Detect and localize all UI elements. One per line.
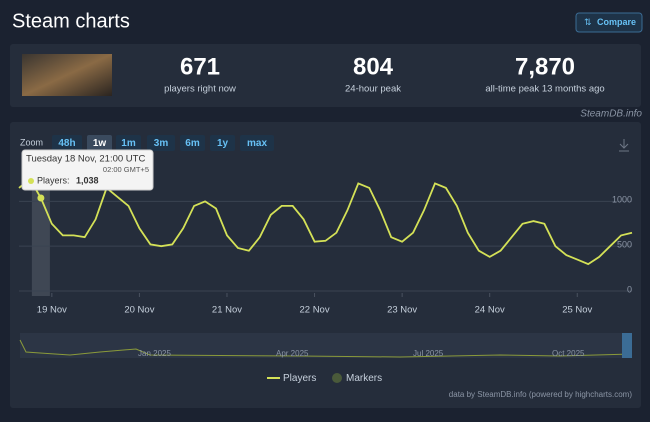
stat-label: 24-hour peak — [345, 84, 401, 95]
zoom-button[interactable] — [52, 135, 82, 151]
tooltip-label: Players: — [37, 175, 70, 185]
stat-value: 804 — [353, 53, 394, 80]
x-tick-label: 22 Nov — [299, 305, 329, 316]
zoom-button-label[interactable]: 1m — [121, 138, 136, 149]
tooltip-swatch — [28, 178, 34, 184]
stats-card — [10, 44, 641, 107]
y-tick-label: 1000 — [612, 195, 632, 205]
navigator-line — [19, 339, 633, 358]
game-image — [22, 54, 112, 96]
compare-button[interactable] — [575, 12, 643, 33]
navigator — [20, 333, 632, 358]
zoom-button[interactable] — [180, 135, 205, 151]
x-tick-label: 25 Nov — [562, 305, 592, 316]
zoom-button-label[interactable]: 1w — [93, 138, 107, 149]
zoom-button-label[interactable]: 3m — [154, 138, 169, 149]
stat-label: players right now — [164, 84, 236, 95]
zoom-button[interactable] — [116, 135, 141, 151]
line-series — [18, 177, 633, 266]
source-label: SteamDB.info — [580, 109, 642, 120]
zoom-button-label[interactable]: 6m — [185, 138, 200, 149]
tooltip-box — [21, 149, 154, 191]
zoom-button-label[interactable]: 1y — [217, 138, 229, 149]
navigator-handle[interactable] — [622, 333, 632, 358]
legend-label[interactable]: Players — [283, 373, 316, 384]
download-icon[interactable] — [619, 139, 629, 152]
credit: data by SteamDB.info (powered by highcha… — [449, 390, 633, 399]
legend-swatch — [332, 373, 342, 383]
compare-icon: ⇅ — [584, 17, 592, 27]
legend-label[interactable]: Markers — [346, 373, 382, 384]
tooltip-local: 02:00 GMT+5 — [103, 165, 149, 174]
zoom-button-label[interactable]: 48h — [58, 138, 75, 149]
navigator-label: Jan 2025 — [138, 349, 171, 358]
navigator-label: Jul 2025 — [413, 349, 444, 358]
x-tick-label: 21 Nov — [212, 305, 242, 316]
zoom-label: Zoom — [20, 137, 43, 147]
page-title: Steam charts — [12, 10, 130, 32]
zoom-button[interactable] — [147, 135, 175, 151]
x-tick-label: 20 Nov — [124, 305, 154, 316]
zoom-button[interactable] — [87, 135, 112, 151]
y-tick-label: 500 — [617, 240, 632, 250]
x-tick-label: 19 Nov — [37, 305, 67, 316]
zoom-button[interactable] — [240, 135, 274, 151]
navigator-label: Oct 2025 — [552, 349, 585, 358]
zoom-button[interactable] — [210, 135, 235, 151]
navigator-label: Apr 2025 — [276, 349, 309, 358]
x-tick-label: 24 Nov — [475, 305, 505, 316]
stat-value: 7,870 — [515, 53, 575, 80]
compare-label[interactable]: Compare — [597, 17, 636, 27]
stat-value: 671 — [180, 53, 220, 80]
y-tick-label: 0 — [627, 284, 632, 294]
hover-point — [37, 194, 45, 202]
stat-label: all-time peak 13 months ago — [485, 84, 604, 95]
x-tick-label: 23 Nov — [387, 305, 417, 316]
zoom-button-label[interactable]: max — [247, 138, 267, 149]
tooltip-value: 1,038 — [76, 175, 99, 185]
tooltip-date: Tuesday 18 Nov, 21:00 UTC — [26, 154, 145, 165]
